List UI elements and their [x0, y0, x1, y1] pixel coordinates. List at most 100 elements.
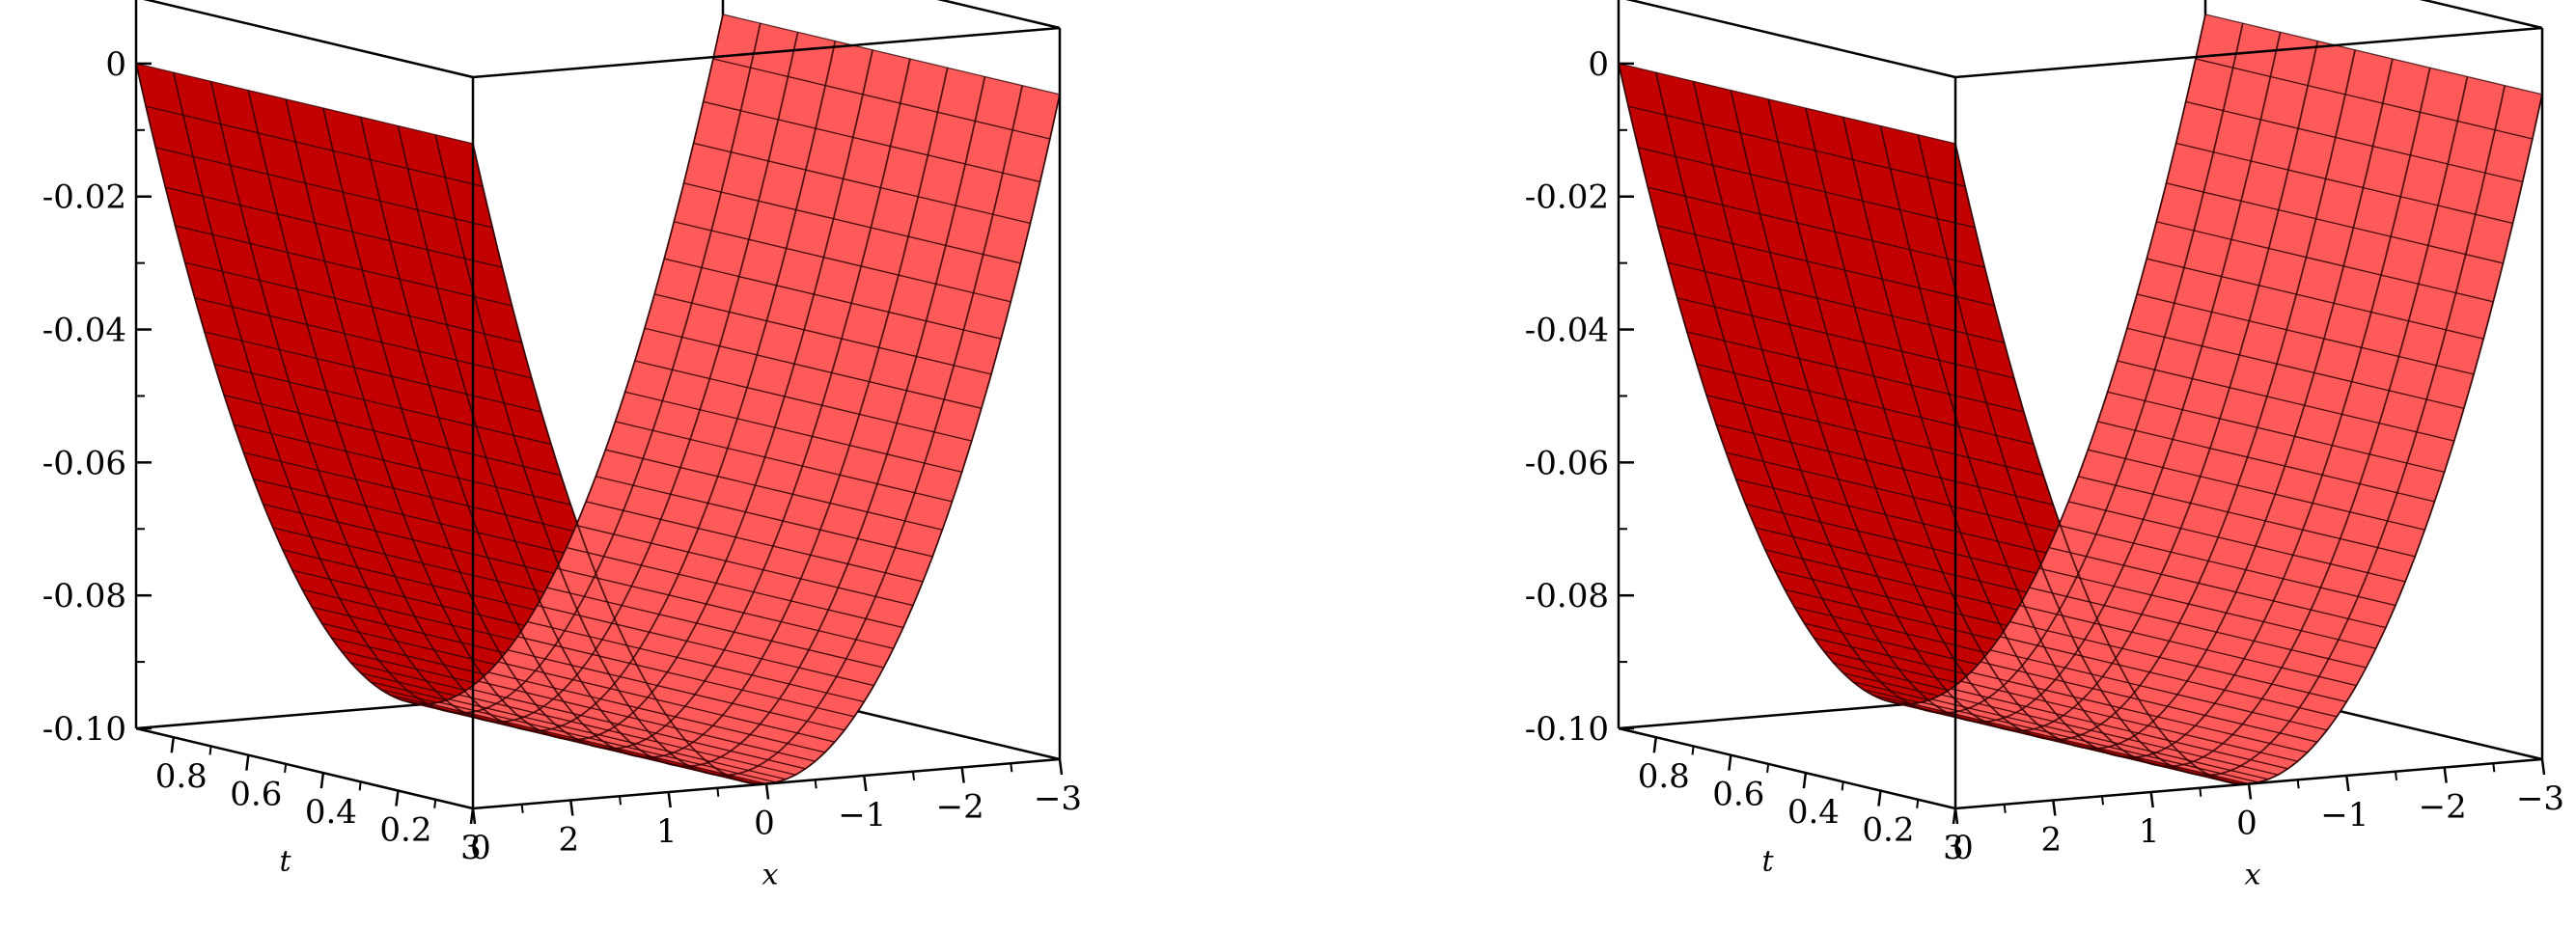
- x-tick-label: −1: [838, 796, 886, 834]
- t-tick-label: 0.2: [1862, 811, 1914, 850]
- t-tick: [395, 790, 400, 807]
- t-axis-title: t: [279, 845, 291, 879]
- x-minor-tick: [912, 771, 915, 780]
- x-tick: [569, 800, 574, 816]
- x-tick: [2149, 791, 2154, 808]
- x-axis-title: x: [762, 859, 779, 892]
- mesh-line: [397, 76, 986, 768]
- x-minor-tick: [2296, 780, 2300, 789]
- t-tick-label: 0: [470, 829, 491, 867]
- t-minor-tick: [1916, 799, 1920, 808]
- x-tick: [2443, 767, 2448, 783]
- t-tick: [245, 754, 250, 771]
- x-tick: [2247, 783, 2253, 800]
- t-tick-label: 0.6: [230, 776, 282, 814]
- mesh-line: [209, 32, 799, 724]
- surface-plot-svg: 0 -0.02 -0.04 -0.06 -0.08 -0.10 3 2 1 0 −1 −2 −3 x 0 0.…: [42, 0, 1082, 892]
- x-tick: [764, 783, 770, 800]
- x-tick: [2345, 775, 2350, 792]
- x-minor-tick: [2199, 787, 2202, 797]
- mesh-line: [135, 14, 724, 705]
- t-tick-label: 0.2: [379, 811, 431, 850]
- x-tick: [667, 791, 672, 808]
- surface-plot-left: 0 -0.02 -0.04 -0.06 -0.08 -0.10 3 2 1 0 −1 −2 −3 x 0 0.…: [0, 0, 1284, 930]
- x-minor-tick: [2492, 763, 2496, 773]
- mesh-line: [359, 68, 949, 759]
- x-tick-label: 1: [2139, 812, 2160, 851]
- surface: [1618, 14, 2543, 785]
- z-tick-label: 0: [105, 45, 126, 84]
- x-tick-label: 0: [2236, 805, 2257, 843]
- mesh-line: [1879, 76, 2469, 768]
- x-tick-label: 0: [754, 805, 775, 843]
- x-minor-tick: [2003, 804, 2007, 813]
- x-tick: [2540, 758, 2546, 776]
- x-tick-label: −3: [1034, 780, 1082, 818]
- x-minor-tick: [520, 804, 524, 813]
- z-tick-label: -0.02: [42, 178, 126, 217]
- mesh-line: [285, 49, 873, 741]
- box-edge: [1625, 0, 1956, 79]
- z-tick-label: -0.08: [1525, 577, 1609, 615]
- mesh-line: [1917, 85, 2507, 777]
- z-tick-label: 0: [1588, 45, 1609, 84]
- surface-plot-right: 0 -0.02 -0.04 -0.06 -0.08 -0.10 3 2 1 0 −1 −2 −3 x 0 0.…: [1482, 0, 2576, 930]
- x-axis-title: x: [2245, 859, 2261, 892]
- t-minor-tick: [1691, 746, 1695, 755]
- mesh-line: [1618, 14, 2206, 705]
- t-tick-label: 0.8: [155, 757, 208, 796]
- x-tick: [1058, 758, 1064, 776]
- box-edge: [472, 26, 1061, 79]
- x-tick: [960, 767, 965, 783]
- mesh-line: [1805, 58, 2394, 750]
- x-tick-label: 3: [460, 829, 482, 867]
- x-minor-tick: [814, 780, 817, 789]
- t-tick: [1877, 790, 1882, 807]
- t-tick: [1728, 754, 1732, 771]
- t-axis-title: t: [1761, 845, 1774, 879]
- box-edge: [1954, 26, 2543, 79]
- mesh-line: [1654, 22, 2244, 714]
- t-minor-tick: [433, 799, 437, 808]
- axes: 0 -0.02 -0.04 -0.06 -0.08 -0.10 3 2 1 0 −1 −2 −3 x 0 0.…: [42, 45, 1082, 892]
- x-minor-tick: [2101, 796, 2104, 806]
- x-tick: [2052, 800, 2057, 816]
- x-tick-label: 2: [2041, 821, 2063, 860]
- t-tick: [1652, 737, 1658, 753]
- t-tick-label: 0.6: [1712, 776, 1764, 814]
- x-tick-label: −1: [2320, 796, 2368, 834]
- z-tick-label: -0.10: [42, 710, 126, 749]
- mesh-line: [1842, 68, 2431, 759]
- z-tick-label: -0.06: [1525, 444, 1609, 482]
- t-tick: [170, 737, 176, 753]
- z-tick-label: -0.04: [1525, 312, 1609, 350]
- box-edge: [135, 726, 474, 810]
- box-edge: [143, 0, 474, 79]
- t-minor-tick: [284, 763, 288, 773]
- mesh-line: [1692, 32, 2282, 724]
- t-tick-label: 0.4: [1787, 793, 1840, 832]
- x-tick-label: 1: [656, 812, 678, 851]
- mesh-line: [172, 22, 762, 714]
- box-edge: [2419, 0, 2543, 30]
- z-tick-label: -0.08: [42, 577, 126, 615]
- box-edge: [1618, 726, 1956, 810]
- mesh-line: [1730, 41, 2319, 732]
- t-tick-label: 0: [1953, 829, 1974, 867]
- surface-plot-svg: 0 -0.02 -0.04 -0.06 -0.08 -0.10 3 2 1 0 −1 −2 −3 x 0 0.…: [1525, 0, 2564, 892]
- x-minor-tick: [619, 796, 622, 806]
- x-tick-label: −2: [2419, 788, 2467, 827]
- x-tick-label: 3: [1943, 829, 1964, 867]
- mesh-line: [247, 41, 837, 732]
- t-tick: [319, 772, 325, 789]
- z-tick-label: -0.02: [1525, 178, 1609, 217]
- surface: [135, 14, 1061, 785]
- t-tick-label: 0.8: [1638, 757, 1690, 796]
- x-tick-label: 2: [559, 821, 580, 860]
- z-tick-label: -0.06: [42, 444, 126, 482]
- t-tick-label: 0.4: [305, 793, 357, 832]
- axes: 0 -0.02 -0.04 -0.06 -0.08 -0.10 3 2 1 0 −1 −2 −3 x 0 0.…: [1525, 45, 2564, 892]
- t-minor-tick: [208, 746, 212, 755]
- t-tick: [469, 807, 475, 825]
- x-tick-label: −2: [936, 788, 984, 827]
